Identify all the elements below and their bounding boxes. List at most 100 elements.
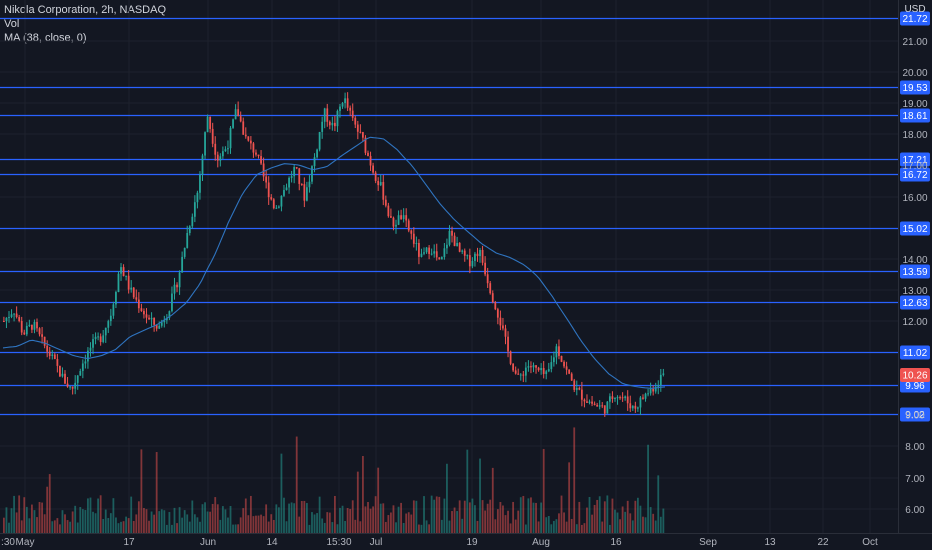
candle-body [591,401,593,404]
candle-body [305,187,308,201]
candle-body [647,393,649,395]
volume-bar [524,524,527,533]
volume-bar [293,503,296,533]
candle-body [293,167,296,177]
volume-bar [425,520,428,533]
candle-body [298,168,301,184]
candle-body [321,121,324,132]
candle-body [356,124,359,132]
candle-body [438,257,441,260]
candle-body [468,255,471,267]
volume-bar [232,524,234,533]
volume-bar [514,519,517,533]
candle-body [277,206,280,208]
volume-bar [28,518,31,533]
volume-bar [649,507,652,533]
candle-body [31,324,33,330]
volume-bar [614,509,616,533]
volume-bar [479,458,481,533]
candle-body [66,383,69,387]
volume-bar [84,510,87,533]
candle-body [341,103,344,107]
candle-body [644,393,647,399]
volume-bar [122,521,125,533]
candle-body [367,152,369,156]
volume-bar [255,515,257,533]
legend-title: Nikola Corporation, 2h, NASDAQ [4,4,167,16]
volume-bar [244,498,247,533]
volume-bar [196,517,199,533]
candle-body [173,284,176,294]
candle-body [43,336,46,346]
volume-bar [158,511,161,533]
level-label: 12.63 [902,298,927,309]
volume-bar [578,501,581,533]
candle-body [334,122,336,127]
volume-bar [117,523,120,533]
candle-body [99,336,102,342]
volume-bar [48,474,51,533]
volume-bar [502,505,504,533]
price-tick-label: 19.00 [902,99,927,110]
candle-body [481,249,484,263]
volume-bar [644,517,647,533]
candle-body [369,155,372,166]
volume-bar [334,495,336,533]
candle-body [652,388,655,392]
candle-body [489,283,492,294]
candle-body [659,374,662,386]
candle-body [636,407,639,409]
volume-bar [430,495,433,533]
candle-body [199,174,201,193]
candle-body [33,321,36,330]
candle-body [290,176,293,178]
volume-bar [598,496,601,533]
volume-bar [369,508,372,533]
candle-body [626,396,629,404]
time-tick-label: 19 [466,537,478,548]
volume-bar [547,515,550,533]
candle-body [474,253,476,261]
candle-body [239,116,242,122]
volume-bar [438,496,441,533]
volume-bar [433,499,436,533]
volume-bar [316,513,318,533]
candle-body [619,397,621,399]
price-tick-label: 12.00 [902,317,927,328]
volume-bar [229,505,232,533]
volume-bar [153,514,156,533]
level-label: 11.02 [903,348,928,359]
candle-body [484,262,487,275]
volume-bar [99,495,102,533]
volume-bar [428,524,431,533]
volume-bar [359,521,362,533]
candle-body [608,396,611,402]
volume-bar [112,498,115,533]
volume-bar [494,519,497,533]
candle-body [25,325,28,335]
candle-body [303,184,306,201]
candle-body [168,311,171,318]
candle-body [272,199,275,209]
volume-bar [237,524,240,533]
volume-bar [288,503,290,533]
candle-body [18,317,21,322]
candle-body [224,149,227,152]
volume-bar [186,514,189,533]
volume-bar [140,449,143,533]
candle-body [486,274,489,284]
volume-bar [346,508,349,533]
candle-body [216,154,219,161]
volume-bar [440,519,443,533]
volume-bar [214,497,217,533]
volume-bar [603,501,606,533]
candle-body [84,361,87,364]
time-tick-label: Jun [200,537,216,548]
volume-bar [260,514,262,533]
candle-body [165,317,168,321]
candle-body [181,256,184,273]
volume-bar [364,506,367,533]
volume-bar [336,524,339,533]
volume-bar [397,506,400,533]
